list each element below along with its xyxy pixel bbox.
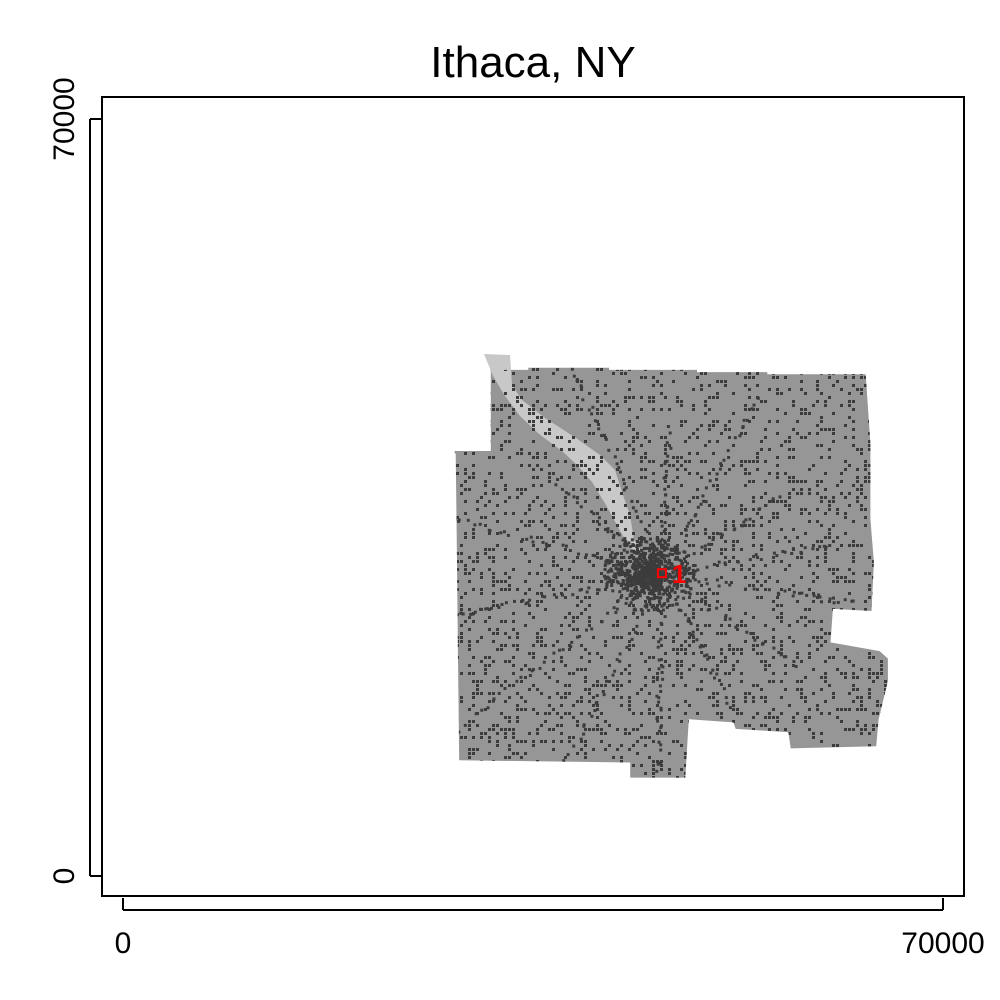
map-region <box>454 354 888 778</box>
axes: 0 70000 0 70000 <box>48 77 985 960</box>
plot-title: Ithaca, NY <box>430 38 636 87</box>
lake-region <box>484 354 642 556</box>
x-tick-label-70000: 70000 <box>901 927 984 960</box>
y-tick-label-70000: 70000 <box>48 77 81 160</box>
x-tick-label-0: 0 <box>115 927 132 960</box>
marker-label: 1 <box>672 559 686 589</box>
plot-frame <box>101 96 965 897</box>
y-tick-label-0: 0 <box>48 868 81 885</box>
county-region <box>454 367 888 778</box>
marker-square <box>656 568 667 579</box>
location-marker: 1 <box>656 559 686 589</box>
